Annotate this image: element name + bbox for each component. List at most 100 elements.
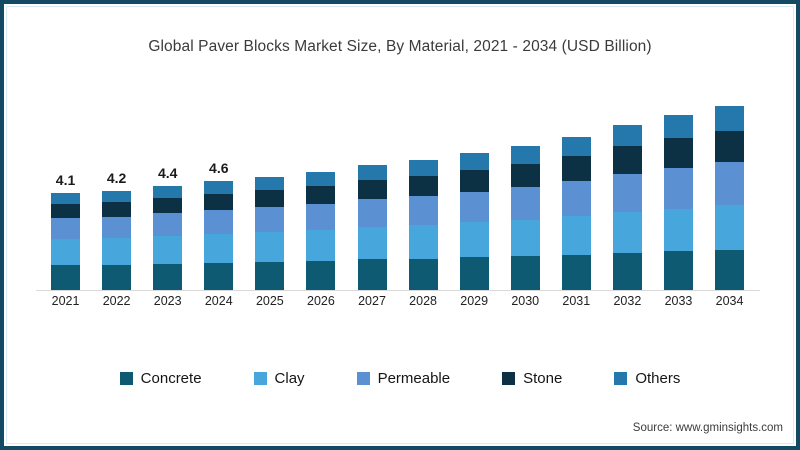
bar-segment-2027-concrete xyxy=(357,259,387,290)
x-axis-label-2029: 2029 xyxy=(460,294,489,308)
bar-segment-2023-others xyxy=(153,186,183,198)
bar-segment-2024-stone xyxy=(204,194,234,210)
bar-segment-2025-others xyxy=(255,177,285,190)
bar-segment-2029-permeable xyxy=(459,192,489,222)
bar-segment-2022-concrete xyxy=(102,265,132,290)
bar-segment-2028-permeable xyxy=(408,196,438,225)
bar-group-2034 xyxy=(704,64,755,290)
x-axis-baseline xyxy=(36,290,760,291)
bar-segment-2033-permeable xyxy=(663,168,693,209)
bar-segment-2030-permeable xyxy=(510,187,540,220)
bar-segment-2026-concrete xyxy=(306,261,336,290)
bar-segment-2024-permeable xyxy=(204,210,234,234)
x-axis-label-2024: 2024 xyxy=(204,294,233,308)
bar-2032 xyxy=(612,125,642,290)
bar-group-2029 xyxy=(449,64,500,290)
bar-segment-2023-stone xyxy=(153,198,183,213)
bar-2024 xyxy=(204,181,234,290)
bar-segment-2029-clay xyxy=(459,222,489,257)
bar-segment-2022-others xyxy=(102,191,132,202)
bar-group-2024: 4.6 xyxy=(193,64,244,290)
bar-segment-2030-others xyxy=(510,146,540,164)
bar-segment-2027-clay xyxy=(357,227,387,259)
bar-group-2032 xyxy=(602,64,653,290)
legend: Concrete Clay Permeable Stone Others xyxy=(4,370,796,387)
bar-segment-2033-others xyxy=(663,115,693,138)
bar-segment-2032-concrete xyxy=(612,253,642,290)
x-axis-label-2030: 2030 xyxy=(511,294,540,308)
x-axis-label-2025: 2025 xyxy=(255,294,284,308)
bar-segment-2033-stone xyxy=(663,138,693,168)
bar-segment-2028-clay xyxy=(408,225,438,259)
bar-segment-2024-concrete xyxy=(204,263,234,290)
bar-segment-2032-clay xyxy=(612,212,642,253)
bar-segment-2032-stone xyxy=(612,146,642,174)
bar-2031 xyxy=(561,137,591,290)
x-axis-label-2031: 2031 xyxy=(562,294,591,308)
legend-item-concrete: Concrete xyxy=(119,370,202,387)
legend-label-clay: Clay xyxy=(274,370,305,387)
bar-segment-2028-others xyxy=(408,160,438,176)
bar-segment-2031-stone xyxy=(561,156,591,181)
bar-group-2031 xyxy=(551,64,602,290)
bar-value-label-2022: 4.2 xyxy=(106,170,127,186)
bar-value-label-2021: 4.1 xyxy=(55,172,76,188)
chart-title: Global Paver Blocks Market Size, By Mate… xyxy=(148,38,652,55)
bar-segment-2033-clay xyxy=(663,209,693,251)
bar-2030 xyxy=(510,146,540,290)
bar-segment-2032-permeable xyxy=(612,174,642,212)
bar-segment-2021-others xyxy=(51,193,81,204)
bar-segment-2025-permeable xyxy=(255,207,285,232)
bar-2028 xyxy=(408,160,438,290)
bar-segment-2031-permeable xyxy=(561,181,591,216)
legend-swatch-stone-icon xyxy=(502,372,516,385)
legend-label-stone: Stone xyxy=(523,370,563,387)
bar-segment-2030-stone xyxy=(510,164,540,187)
bar-segment-2031-clay xyxy=(561,216,591,255)
x-axis-labels: 2021 2022 2023 2024 2025 2026 2027 2028 2029 2030… xyxy=(40,294,755,308)
bar-segment-2026-stone xyxy=(306,186,336,204)
legend-label-others: Others xyxy=(635,370,681,387)
bar-segment-2026-others xyxy=(306,172,336,186)
bar-segment-2029-others xyxy=(459,153,489,170)
bar-segment-2023-concrete xyxy=(153,264,183,290)
x-axis-label-2034: 2034 xyxy=(715,294,744,308)
legend-item-others: Others xyxy=(614,370,680,387)
bar-segment-2034-clay xyxy=(715,205,745,250)
bar-2023 xyxy=(153,186,183,290)
x-axis-label-2023: 2023 xyxy=(153,294,182,308)
bar-segment-2028-stone xyxy=(408,176,438,196)
bar-segment-2021-stone xyxy=(51,204,81,218)
bar-segment-2027-stone xyxy=(357,180,387,199)
bar-group-2022: 4.2 xyxy=(91,64,142,290)
bar-segment-2034-others xyxy=(715,106,745,131)
bar-2033 xyxy=(663,115,693,290)
x-axis-label-2032: 2032 xyxy=(613,294,642,308)
bar-segment-2023-clay xyxy=(153,236,183,264)
bar-segment-2033-concrete xyxy=(663,251,693,290)
bar-segment-2021-clay xyxy=(51,239,81,265)
legend-label-concrete: Concrete xyxy=(140,370,202,387)
bar-segment-2025-concrete xyxy=(255,262,285,290)
bar-segment-2031-concrete xyxy=(561,255,591,290)
legend-swatch-concrete-icon xyxy=(119,372,133,385)
x-axis-label-2026: 2026 xyxy=(307,294,335,308)
bar-segment-2026-clay xyxy=(306,230,336,261)
legend-swatch-permeable-icon xyxy=(356,372,370,385)
bar-segment-2029-stone xyxy=(459,170,489,192)
bar-segment-2030-concrete xyxy=(510,256,540,290)
bar-segment-2032-others xyxy=(612,125,642,146)
bar-2027 xyxy=(357,165,387,290)
bar-group-2025 xyxy=(244,64,295,290)
bar-segment-2022-stone xyxy=(102,202,132,217)
bar-segment-2021-permeable xyxy=(51,218,81,239)
legend-item-permeable: Permeable xyxy=(356,370,450,387)
bar-segment-2024-clay xyxy=(204,234,234,263)
bar-2022 xyxy=(102,191,132,290)
bar-segment-2024-others xyxy=(204,181,234,194)
bar-segment-2027-others xyxy=(357,165,387,180)
x-axis-label-2028: 2028 xyxy=(409,294,437,308)
bar-group-2021: 4.1 xyxy=(40,64,91,290)
bar-value-label-2024: 4.6 xyxy=(209,160,229,176)
